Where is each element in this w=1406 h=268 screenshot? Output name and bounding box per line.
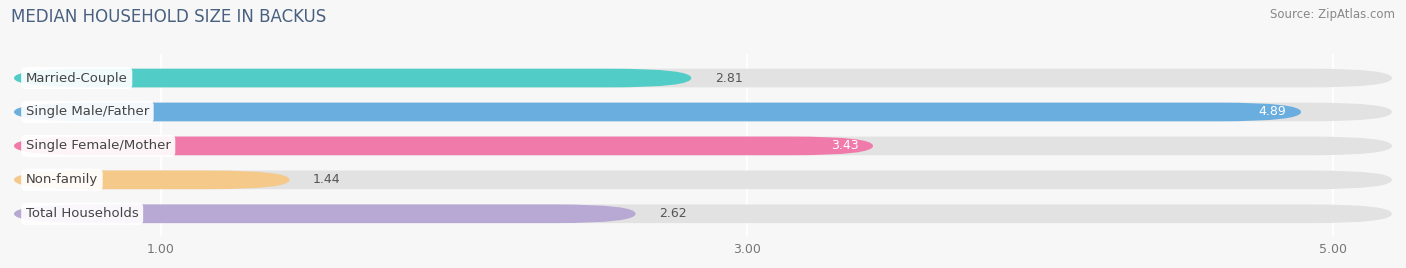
Text: 3.43: 3.43 <box>831 139 859 152</box>
Text: Married-Couple: Married-Couple <box>25 72 128 84</box>
Text: MEDIAN HOUSEHOLD SIZE IN BACKUS: MEDIAN HOUSEHOLD SIZE IN BACKUS <box>11 8 326 26</box>
FancyBboxPatch shape <box>14 69 1392 87</box>
FancyBboxPatch shape <box>14 103 1301 121</box>
FancyBboxPatch shape <box>14 137 873 155</box>
Text: 2.62: 2.62 <box>659 207 686 220</box>
FancyBboxPatch shape <box>14 69 692 87</box>
FancyBboxPatch shape <box>14 204 1392 223</box>
Text: Single Female/Mother: Single Female/Mother <box>25 139 170 152</box>
Text: Non-family: Non-family <box>25 173 98 186</box>
FancyBboxPatch shape <box>14 103 1392 121</box>
Text: 1.44: 1.44 <box>314 173 340 186</box>
Text: Single Male/Father: Single Male/Father <box>25 106 149 118</box>
Text: 4.89: 4.89 <box>1258 106 1286 118</box>
Text: 2.81: 2.81 <box>714 72 742 84</box>
FancyBboxPatch shape <box>14 204 636 223</box>
Text: Source: ZipAtlas.com: Source: ZipAtlas.com <box>1270 8 1395 21</box>
FancyBboxPatch shape <box>14 170 1392 189</box>
Text: Total Households: Total Households <box>25 207 139 220</box>
FancyBboxPatch shape <box>14 170 290 189</box>
FancyBboxPatch shape <box>14 137 1392 155</box>
